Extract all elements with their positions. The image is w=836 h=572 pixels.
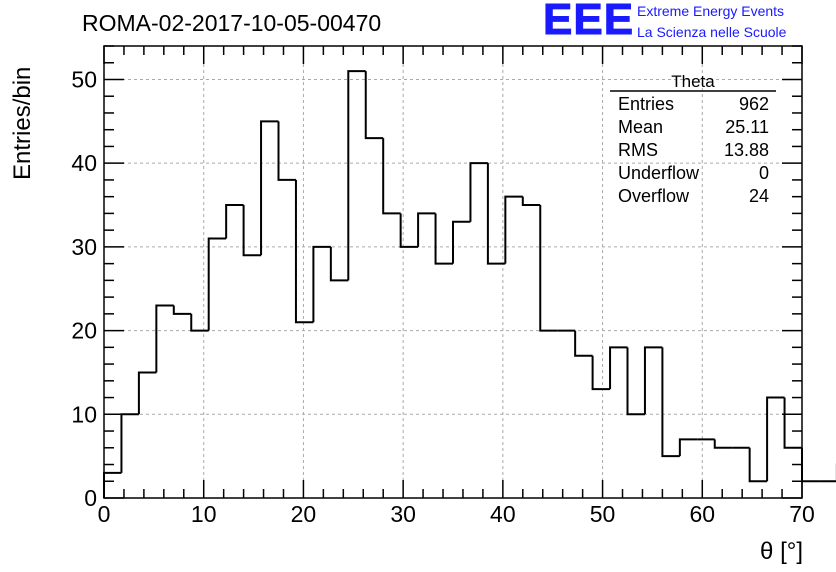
histogram-bin — [521, 196, 541, 207]
histogram-bin — [364, 71, 384, 140]
histogram-bin — [678, 438, 698, 457]
histogram-bin — [242, 205, 262, 257]
stats-box: Theta Entries 962 Mean 25.11 RMS 13.88 Underfl… — [610, 72, 776, 206]
histogram-bin — [783, 397, 802, 449]
histogram-bin — [172, 305, 192, 315]
y-tick-label: 0 — [84, 485, 97, 511]
x-tick-label: 10 — [191, 501, 217, 527]
x-axis-label: θ [°] — [760, 538, 803, 565]
histogram-bin — [801, 447, 820, 483]
stats-label: Underflow — [618, 163, 700, 183]
plot-frame — [103, 45, 803, 499]
histogram-bin — [277, 121, 296, 181]
histogram-bin — [347, 70, 366, 281]
stats-value: 13.88 — [724, 140, 769, 160]
stats-label: RMS — [618, 140, 658, 160]
stats-value: 0 — [759, 163, 769, 183]
stats-value: 25.11 — [725, 117, 769, 137]
histogram-bin — [609, 346, 628, 390]
histogram-bin — [312, 245, 331, 323]
eee-logo: EEE — [542, 0, 635, 44]
histogram-bin — [294, 179, 314, 324]
y-tick-label: 20 — [71, 318, 97, 344]
run-title: ROMA-02-2017-10-05-00470 — [82, 10, 382, 36]
y-axis-label: Entries/bin — [9, 67, 36, 180]
histogram-bin — [155, 304, 174, 373]
stats-label: Overflow — [618, 186, 690, 206]
x-tick-label: 70 — [789, 501, 815, 527]
histogram-bin — [591, 355, 611, 391]
x-tick-label: 60 — [689, 501, 715, 527]
axis-ticks — [103, 45, 803, 499]
histogram-bin — [260, 120, 279, 256]
x-tick-labels: 0 10 20 30 40 50 60 70 — [98, 501, 815, 527]
histogram-bin — [120, 413, 139, 473]
x-tick-label: 40 — [490, 501, 516, 527]
histogram-bin — [469, 162, 488, 222]
histogram-bin — [137, 371, 157, 415]
x-tick-label: 20 — [291, 501, 317, 527]
stats-value: 962 — [739, 94, 769, 114]
histogram-bin — [626, 347, 645, 416]
histogram-bin — [225, 204, 244, 239]
x-tick-label: 0 — [98, 501, 111, 527]
stats-label: Entries — [618, 94, 674, 114]
histogram-bin — [103, 471, 122, 498]
logo-line-2: La Scienza nelle Scuole — [637, 24, 787, 40]
stats-title: Theta — [671, 72, 715, 91]
histogram-bin — [399, 213, 419, 248]
y-tick-label: 40 — [71, 150, 97, 176]
histogram-bin — [539, 205, 558, 332]
stats-label: Mean — [618, 117, 663, 137]
y-tick-label: 10 — [71, 401, 97, 427]
y-tick-labels: 0 10 20 30 40 50 — [71, 66, 97, 511]
histogram-bin — [504, 195, 523, 264]
histogram-bin — [382, 138, 401, 215]
histogram-bin — [486, 163, 506, 265]
histogram-bin — [766, 396, 785, 482]
x-tick-label: 50 — [590, 501, 616, 527]
histogram-bin — [452, 220, 471, 264]
histogram-bin — [713, 439, 733, 449]
histogram-bin — [748, 447, 768, 483]
histogram-bin — [661, 347, 680, 458]
histogram-bin — [207, 237, 227, 331]
y-tick-label: 50 — [71, 66, 97, 92]
histogram-bin — [434, 213, 453, 265]
histogram-bin — [329, 246, 349, 282]
histogram-bars — [103, 70, 836, 498]
histogram-bin — [190, 313, 209, 332]
histogram-bin — [643, 346, 663, 415]
histogram-bin — [417, 212, 436, 247]
histogram-bin — [574, 330, 593, 357]
stats-value: 24 — [749, 186, 769, 206]
y-tick-label: 30 — [71, 234, 97, 260]
logo-line-1: Extreme Energy Events — [637, 3, 785, 19]
x-tick-label: 30 — [390, 501, 416, 527]
